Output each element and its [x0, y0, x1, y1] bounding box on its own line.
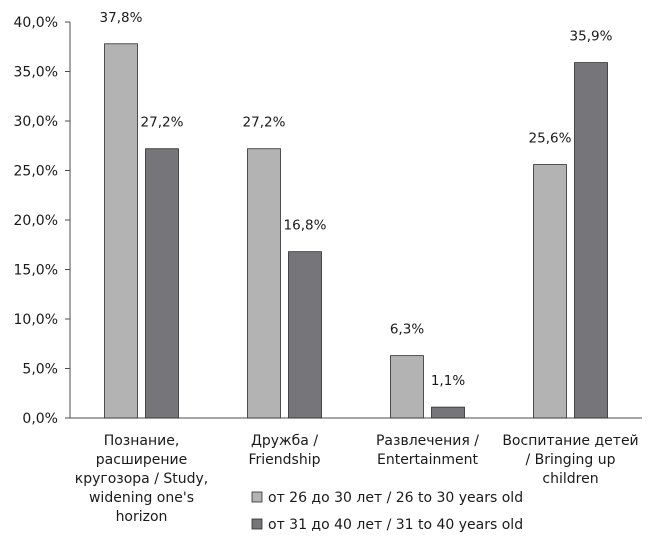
y-tick-label: 25,0% [14, 164, 58, 180]
category-label-line: Дружба / [251, 433, 318, 449]
legend-swatch-series1 [251, 491, 263, 503]
category-label-line: widening one's [89, 490, 194, 506]
bar-series1-cat3 [390, 355, 424, 419]
y-tick-label: 35,0% [14, 65, 58, 81]
category-label-line: Friendship [249, 452, 321, 468]
category-label-line: children [542, 471, 598, 487]
legend-label-series2: от 31 до 40 лет / 31 to 40 years old [268, 517, 523, 533]
bar-series1-cat1 [104, 43, 138, 419]
y-axis: 0,0% 5,0% 10,0% 15,0% 20,0% 25,0% 30,0% 35,0% 40… [14, 15, 71, 427]
data-label-series2-cat3: 1,1% [431, 373, 465, 389]
y-tick-label: 40,0% [14, 15, 58, 31]
category-label: Познание, расширение кругозора / Study, wid… [75, 433, 209, 525]
data-label-series2-cat4: 35,9% [570, 29, 613, 45]
y-tick-label: 5,0% [22, 362, 58, 378]
y-tick-label: 10,0% [14, 312, 58, 328]
category-label-line: Развлечения / [376, 433, 479, 449]
category-label-line: Entertainment [377, 452, 479, 468]
category-label: Дружба / Friendship [249, 433, 321, 468]
data-labels: 37,8% 27,2% 27,2% 16,8% 6,3% 1,1% 25,6% 35,9% [100, 10, 613, 389]
category-label-line: расширение [96, 452, 187, 468]
legend-label-series1: от 26 до 30 лет / 26 to 30 years old [268, 490, 523, 506]
category-label: Развлечения / Entertainment [376, 433, 479, 468]
legend: от 26 до 30 лет / 26 to 30 years old от 3… [251, 490, 523, 533]
y-tick-label: 15,0% [14, 263, 58, 279]
legend-swatch-series2 [251, 518, 263, 530]
bar-series2-cat3 [431, 406, 465, 419]
data-label-series2-cat1: 27,2% [141, 115, 184, 131]
y-tick-label: 20,0% [14, 213, 58, 229]
y-tick-label: 30,0% [14, 114, 58, 130]
category-label-line: / Bringing up [525, 452, 615, 468]
y-tick-label: 0,0% [22, 411, 58, 427]
data-label-series1-cat2: 27,2% [243, 115, 286, 131]
category-label-line: кругозора / Study, [75, 471, 209, 487]
bar-series2-cat1 [145, 148, 179, 419]
bar-series2-cat4 [574, 62, 608, 419]
bar-series2-cat2 [288, 251, 322, 419]
bar-series1-cat4 [533, 164, 567, 419]
category-label-line: horizon [116, 509, 168, 525]
bars [104, 43, 608, 419]
data-label-series1-cat3: 6,3% [390, 322, 424, 338]
category-label-line: Познание, [104, 433, 180, 449]
category-label-line: Воспитание детей [502, 433, 638, 449]
data-label-series2-cat2: 16,8% [284, 218, 327, 234]
data-label-series1-cat1: 37,8% [100, 10, 143, 26]
category-labels: Познание, расширение кругозора / Study, wid… [75, 433, 639, 525]
category-label: Воспитание детей / Bringing up children [502, 433, 638, 487]
bar-series1-cat2 [247, 148, 281, 419]
data-label-series1-cat4: 25,6% [529, 131, 572, 147]
